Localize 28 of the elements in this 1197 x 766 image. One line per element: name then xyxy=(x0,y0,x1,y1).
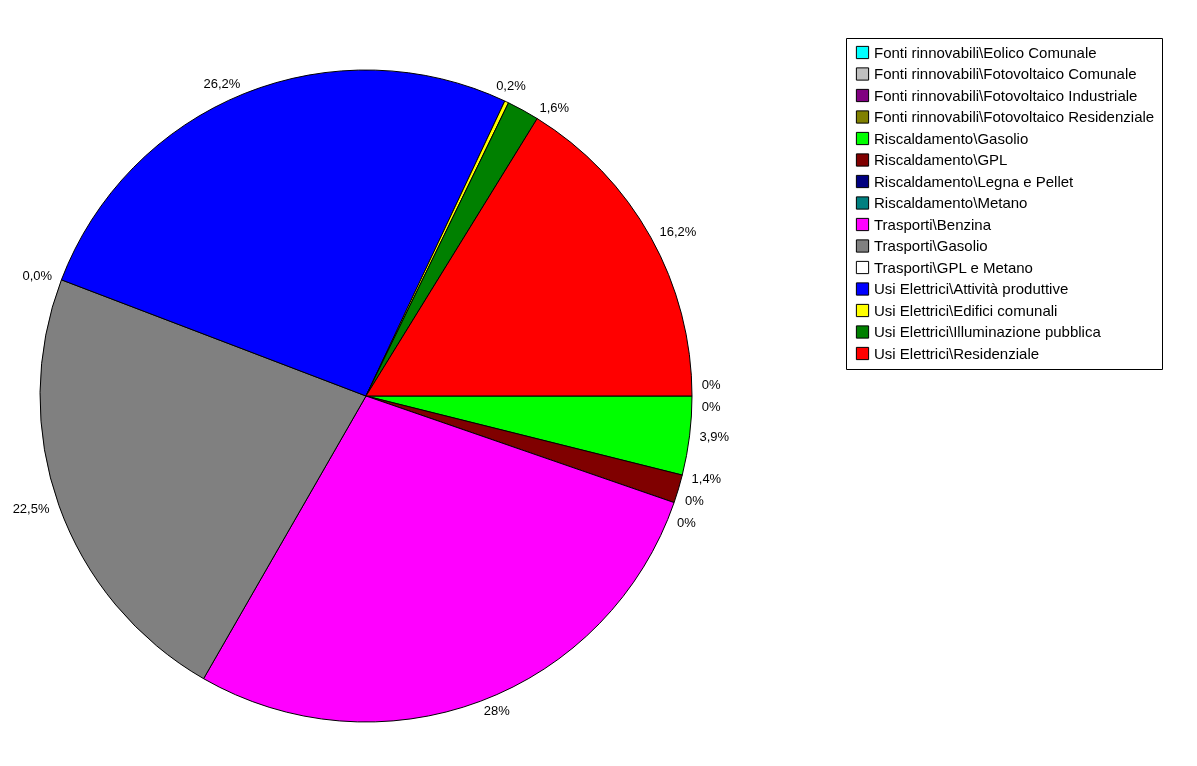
legend-label: Riscaldamento\Legna e Pellet xyxy=(874,172,1075,190)
legend-label: Riscaldamento\Gasolio xyxy=(874,129,1029,147)
data-label: 26,2% xyxy=(203,76,241,92)
legend-label: Trasporti\Benzina xyxy=(874,215,992,233)
legend-label: Fonti rinnovabili\Fotovoltaico Residenziale xyxy=(874,108,1155,125)
legend-label: Fonti rinnovabili\Eolico Comunale xyxy=(874,43,1097,61)
text: 0% xyxy=(677,515,696,531)
legend-label: Fonti rinnovabili\Fotovoltaico Industriale xyxy=(874,86,1138,104)
legend-label: Usi Elettrici\Residenziale xyxy=(874,344,1040,362)
data-label: 1,4% xyxy=(691,471,722,487)
text: 0% xyxy=(701,377,721,392)
legend-label: Trasporti\GPL e Metano xyxy=(874,258,1033,276)
legend-label: Riscaldamento\GPL xyxy=(874,151,1008,168)
text: 0% xyxy=(685,493,704,509)
data-label: 0,2% xyxy=(496,78,527,94)
legend-label: Usi Elettrici\Attività produttive xyxy=(874,280,1069,297)
text: 0,0% xyxy=(22,268,53,284)
legend-label: Usi Elettrici\Edifici comunali xyxy=(874,301,1058,319)
text: 0% xyxy=(701,399,721,414)
legend-label: Fonti rinnovabili\Fotovoltaico Comunale xyxy=(874,65,1137,82)
data-label: 3,9% xyxy=(699,429,730,445)
data-label: 16,2% xyxy=(659,224,697,240)
legend-label: Riscaldamento\Metano xyxy=(874,194,1028,211)
legend-label: Trasporti\Gasolio xyxy=(874,237,988,254)
data-label: 28% xyxy=(483,702,511,718)
data-label: 22,5% xyxy=(12,500,50,516)
legend-label: Usi Elettrici\Illuminazione pubblica xyxy=(874,323,1102,340)
data-label: 1,6% xyxy=(539,100,570,116)
